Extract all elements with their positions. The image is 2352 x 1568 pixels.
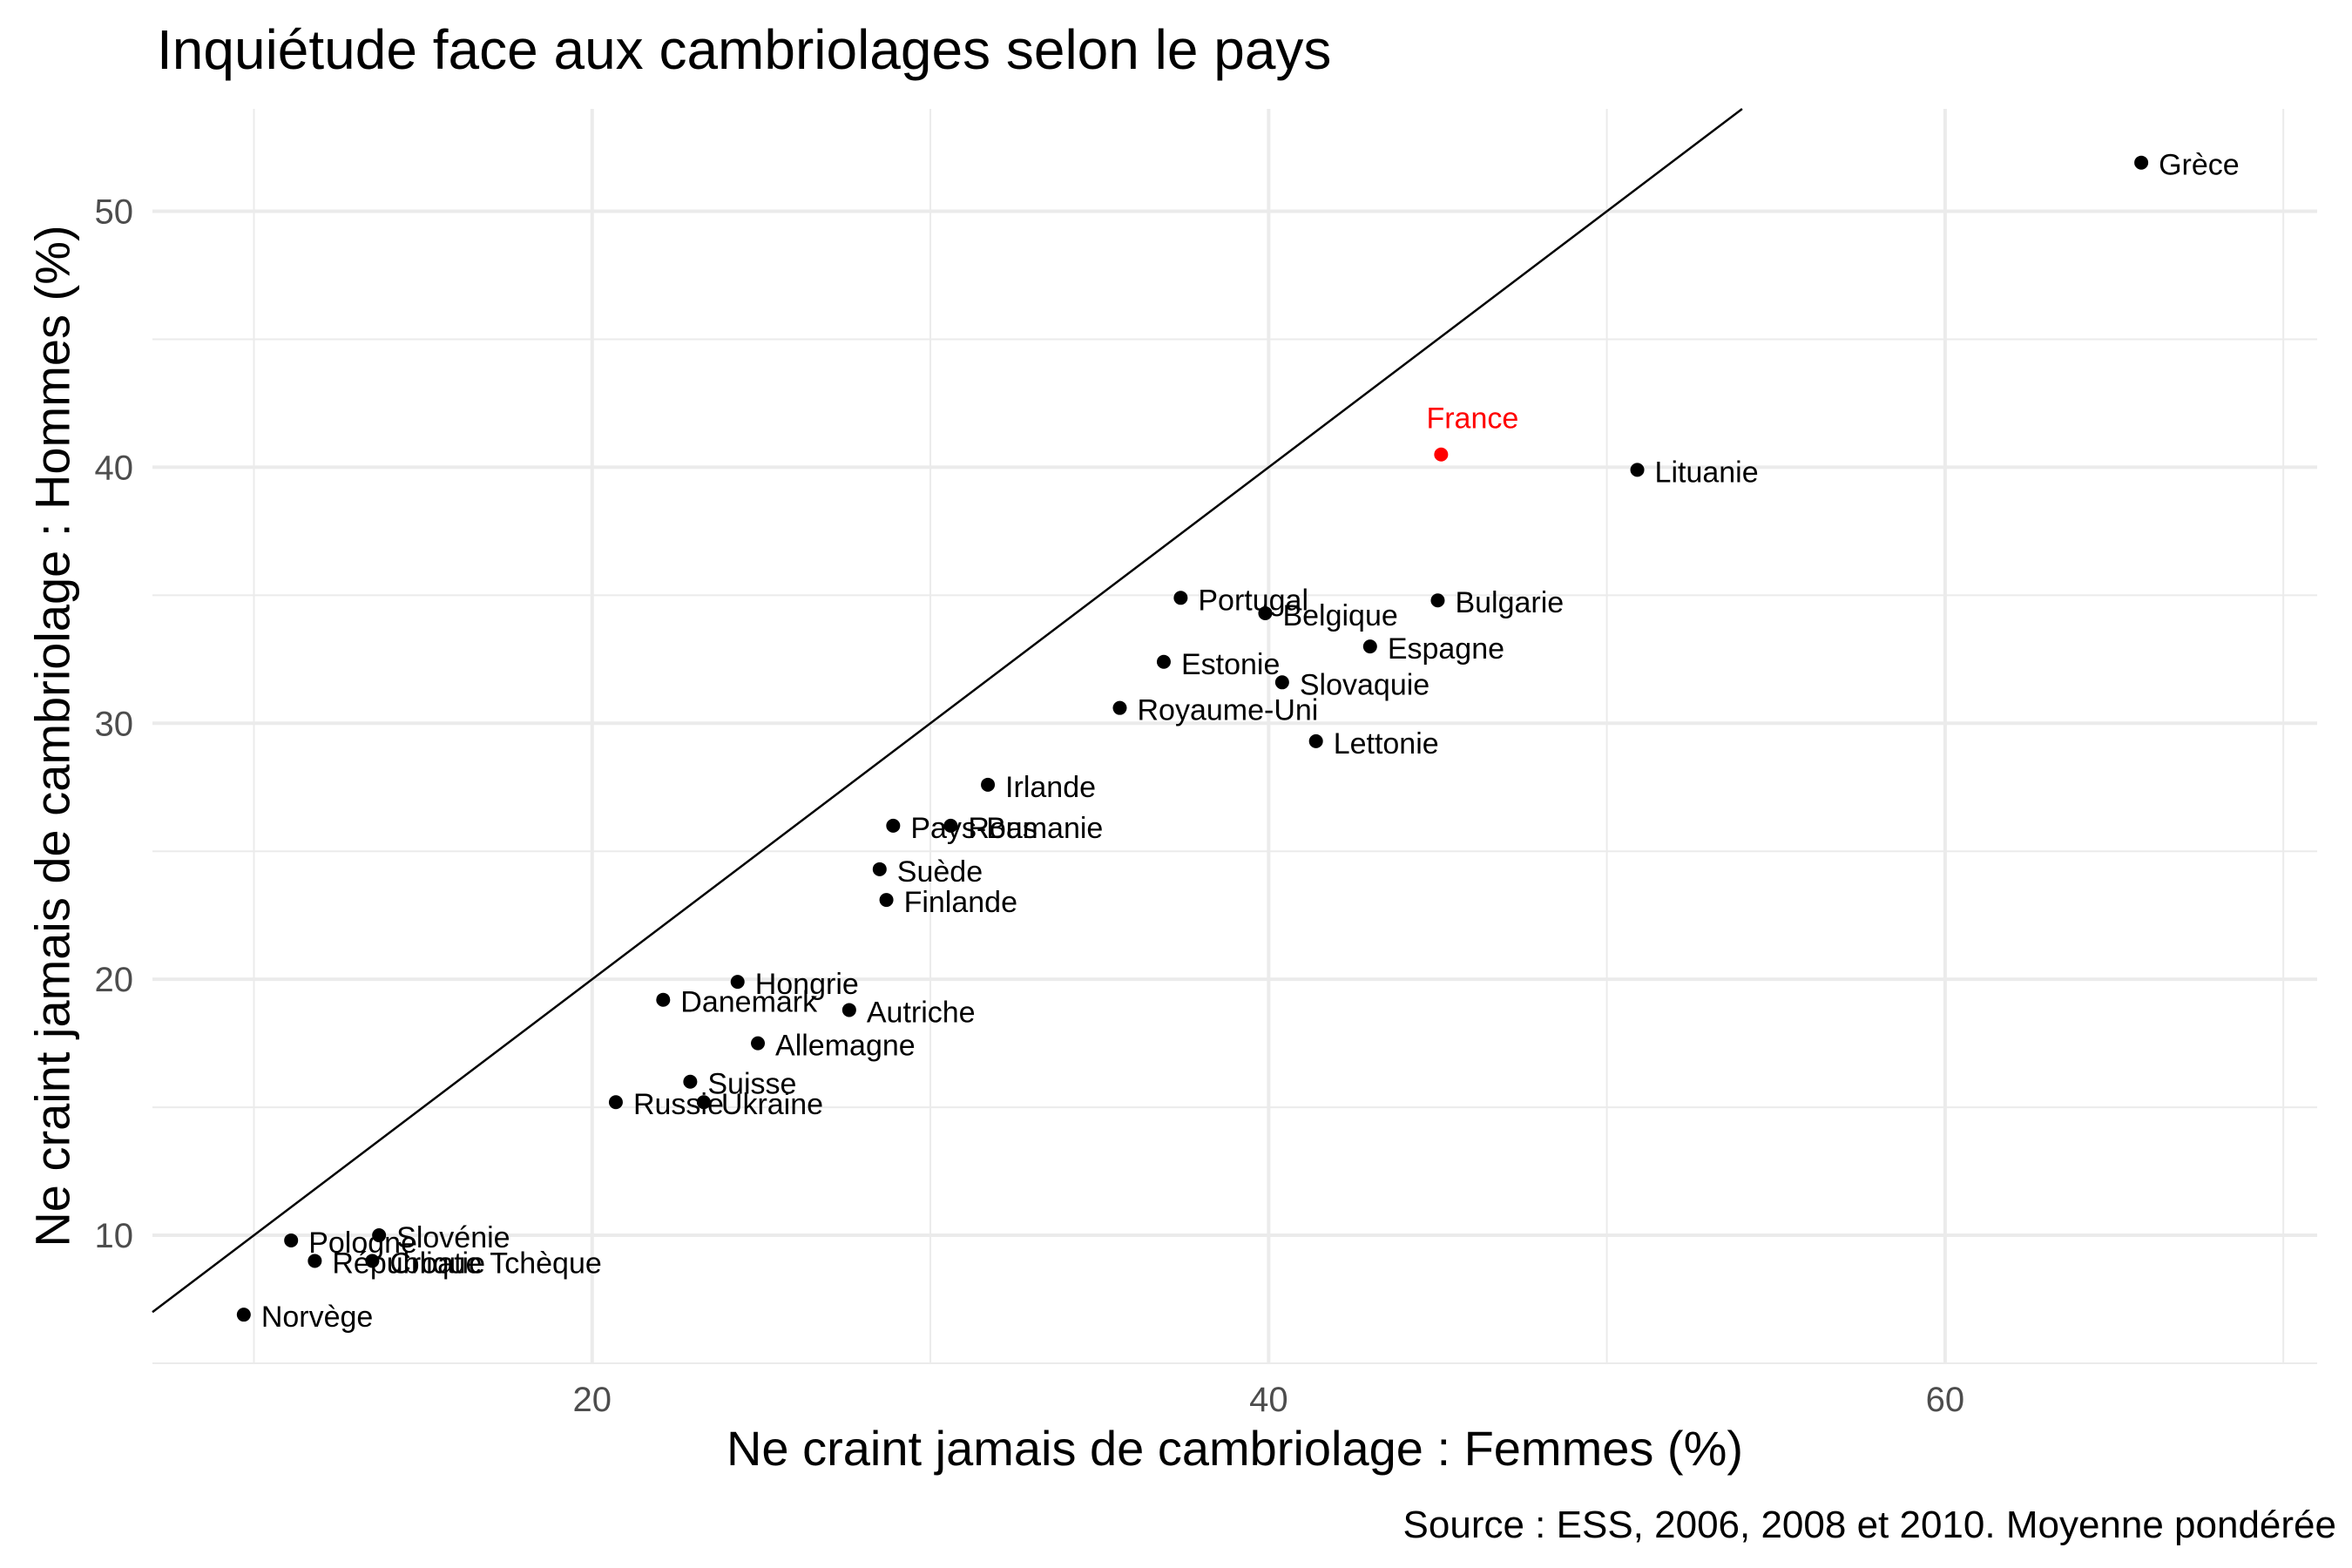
point-croatie bbox=[365, 1254, 380, 1268]
point-autriche bbox=[841, 1003, 856, 1017]
point-espagne bbox=[1362, 639, 1377, 654]
point-label: Lettonie bbox=[1334, 727, 1439, 760]
point-label: Finlande bbox=[904, 886, 1017, 919]
reference-line-y-equals-x bbox=[152, 108, 1743, 1314]
y-tick-label: 30 bbox=[95, 705, 134, 743]
chart-caption: Source : ESS, 2006, 2008 et 2010. Moyenn… bbox=[1402, 1504, 2336, 1546]
y-tick-label: 20 bbox=[95, 961, 134, 999]
grid bbox=[152, 109, 2317, 1364]
point-royaume-uni bbox=[1112, 700, 1127, 715]
point-label: Estonie bbox=[1181, 648, 1280, 681]
point-label: France bbox=[1426, 402, 1518, 436]
point-norv-ge bbox=[236, 1308, 251, 1322]
x-tick-label: 60 bbox=[1926, 1381, 1965, 1419]
point-label: Belgique bbox=[1282, 599, 1397, 632]
point-label: Slovénie bbox=[396, 1221, 510, 1254]
point-estonie bbox=[1156, 654, 1171, 669]
tick-labels-layer: 20 40 60 10 20 30 40 50 bbox=[95, 193, 1965, 1419]
point-suisse bbox=[683, 1074, 698, 1089]
point-slovaquie bbox=[1274, 675, 1289, 690]
point-label: Norvège bbox=[261, 1301, 374, 1334]
x-axis-label: Ne craint jamais de cambriolage : Femmes… bbox=[726, 1421, 1744, 1476]
x-tick-label: 20 bbox=[573, 1381, 612, 1419]
point-lettonie bbox=[1308, 733, 1323, 748]
point-label: République Tchèque bbox=[332, 1247, 601, 1280]
point-label: Bulgarie bbox=[1455, 586, 1564, 619]
point-label: Danemark bbox=[680, 986, 818, 1019]
y-tick-label: 50 bbox=[95, 193, 134, 232]
point-russie bbox=[608, 1095, 623, 1110]
point-bulgarie bbox=[1430, 593, 1445, 608]
point-label: Royaume-Uni bbox=[1137, 694, 1318, 727]
point-label: Pologne bbox=[308, 1227, 417, 1260]
point-label: Suède bbox=[897, 855, 983, 889]
point-label: Allemagne bbox=[775, 1030, 916, 1063]
point-label: Ukraine bbox=[721, 1088, 823, 1121]
point-label: Hongrie bbox=[755, 968, 859, 1001]
y-tick-label: 40 bbox=[95, 449, 134, 487]
point-label: Suisse bbox=[707, 1068, 796, 1101]
point-roumanie bbox=[943, 818, 958, 833]
point-r-publique-tch-que bbox=[308, 1254, 322, 1268]
point-label: Lituanie bbox=[1655, 456, 1759, 489]
point-label: Croatie bbox=[389, 1247, 485, 1280]
point-lituanie bbox=[1630, 463, 1645, 477]
point-pays-bas bbox=[886, 818, 901, 833]
point-danemark bbox=[656, 992, 671, 1007]
point-label: Pays-Bas bbox=[910, 812, 1037, 845]
point-france bbox=[1434, 447, 1449, 462]
point-label: Slovaquie bbox=[1300, 668, 1429, 701]
points-layer bbox=[236, 155, 2149, 1322]
point-label: Grèce bbox=[2159, 149, 2240, 182]
y-tick-label: 10 bbox=[95, 1217, 134, 1255]
point-gr-ce bbox=[2134, 155, 2149, 170]
point-label: Irlande bbox=[1005, 771, 1096, 804]
x-tick-label: 40 bbox=[1249, 1381, 1288, 1419]
point-label: Russie bbox=[633, 1088, 724, 1121]
reference-line-layer bbox=[152, 108, 1743, 1314]
point-label: Roumanie bbox=[968, 812, 1103, 845]
point-finlande bbox=[879, 893, 894, 908]
y-axis-label: Ne craint jamais de cambriolage : Hommes… bbox=[24, 225, 80, 1247]
point-label: Autriche bbox=[867, 996, 976, 1029]
point-label: Portugal bbox=[1198, 584, 1308, 617]
point-pologne bbox=[284, 1233, 299, 1247]
chart-title: Inquiétude face aux cambriolages selon l… bbox=[157, 18, 1332, 81]
point-slov-nie bbox=[372, 1228, 387, 1243]
point-hongrie bbox=[730, 975, 745, 990]
point-irlande bbox=[981, 777, 996, 792]
point-su-de bbox=[872, 862, 887, 876]
point-label: Espagne bbox=[1388, 632, 1504, 666]
point-portugal bbox=[1173, 591, 1188, 605]
point-allemagne bbox=[751, 1036, 766, 1051]
point-belgique bbox=[1258, 605, 1273, 620]
point-ukraine bbox=[696, 1095, 711, 1110]
